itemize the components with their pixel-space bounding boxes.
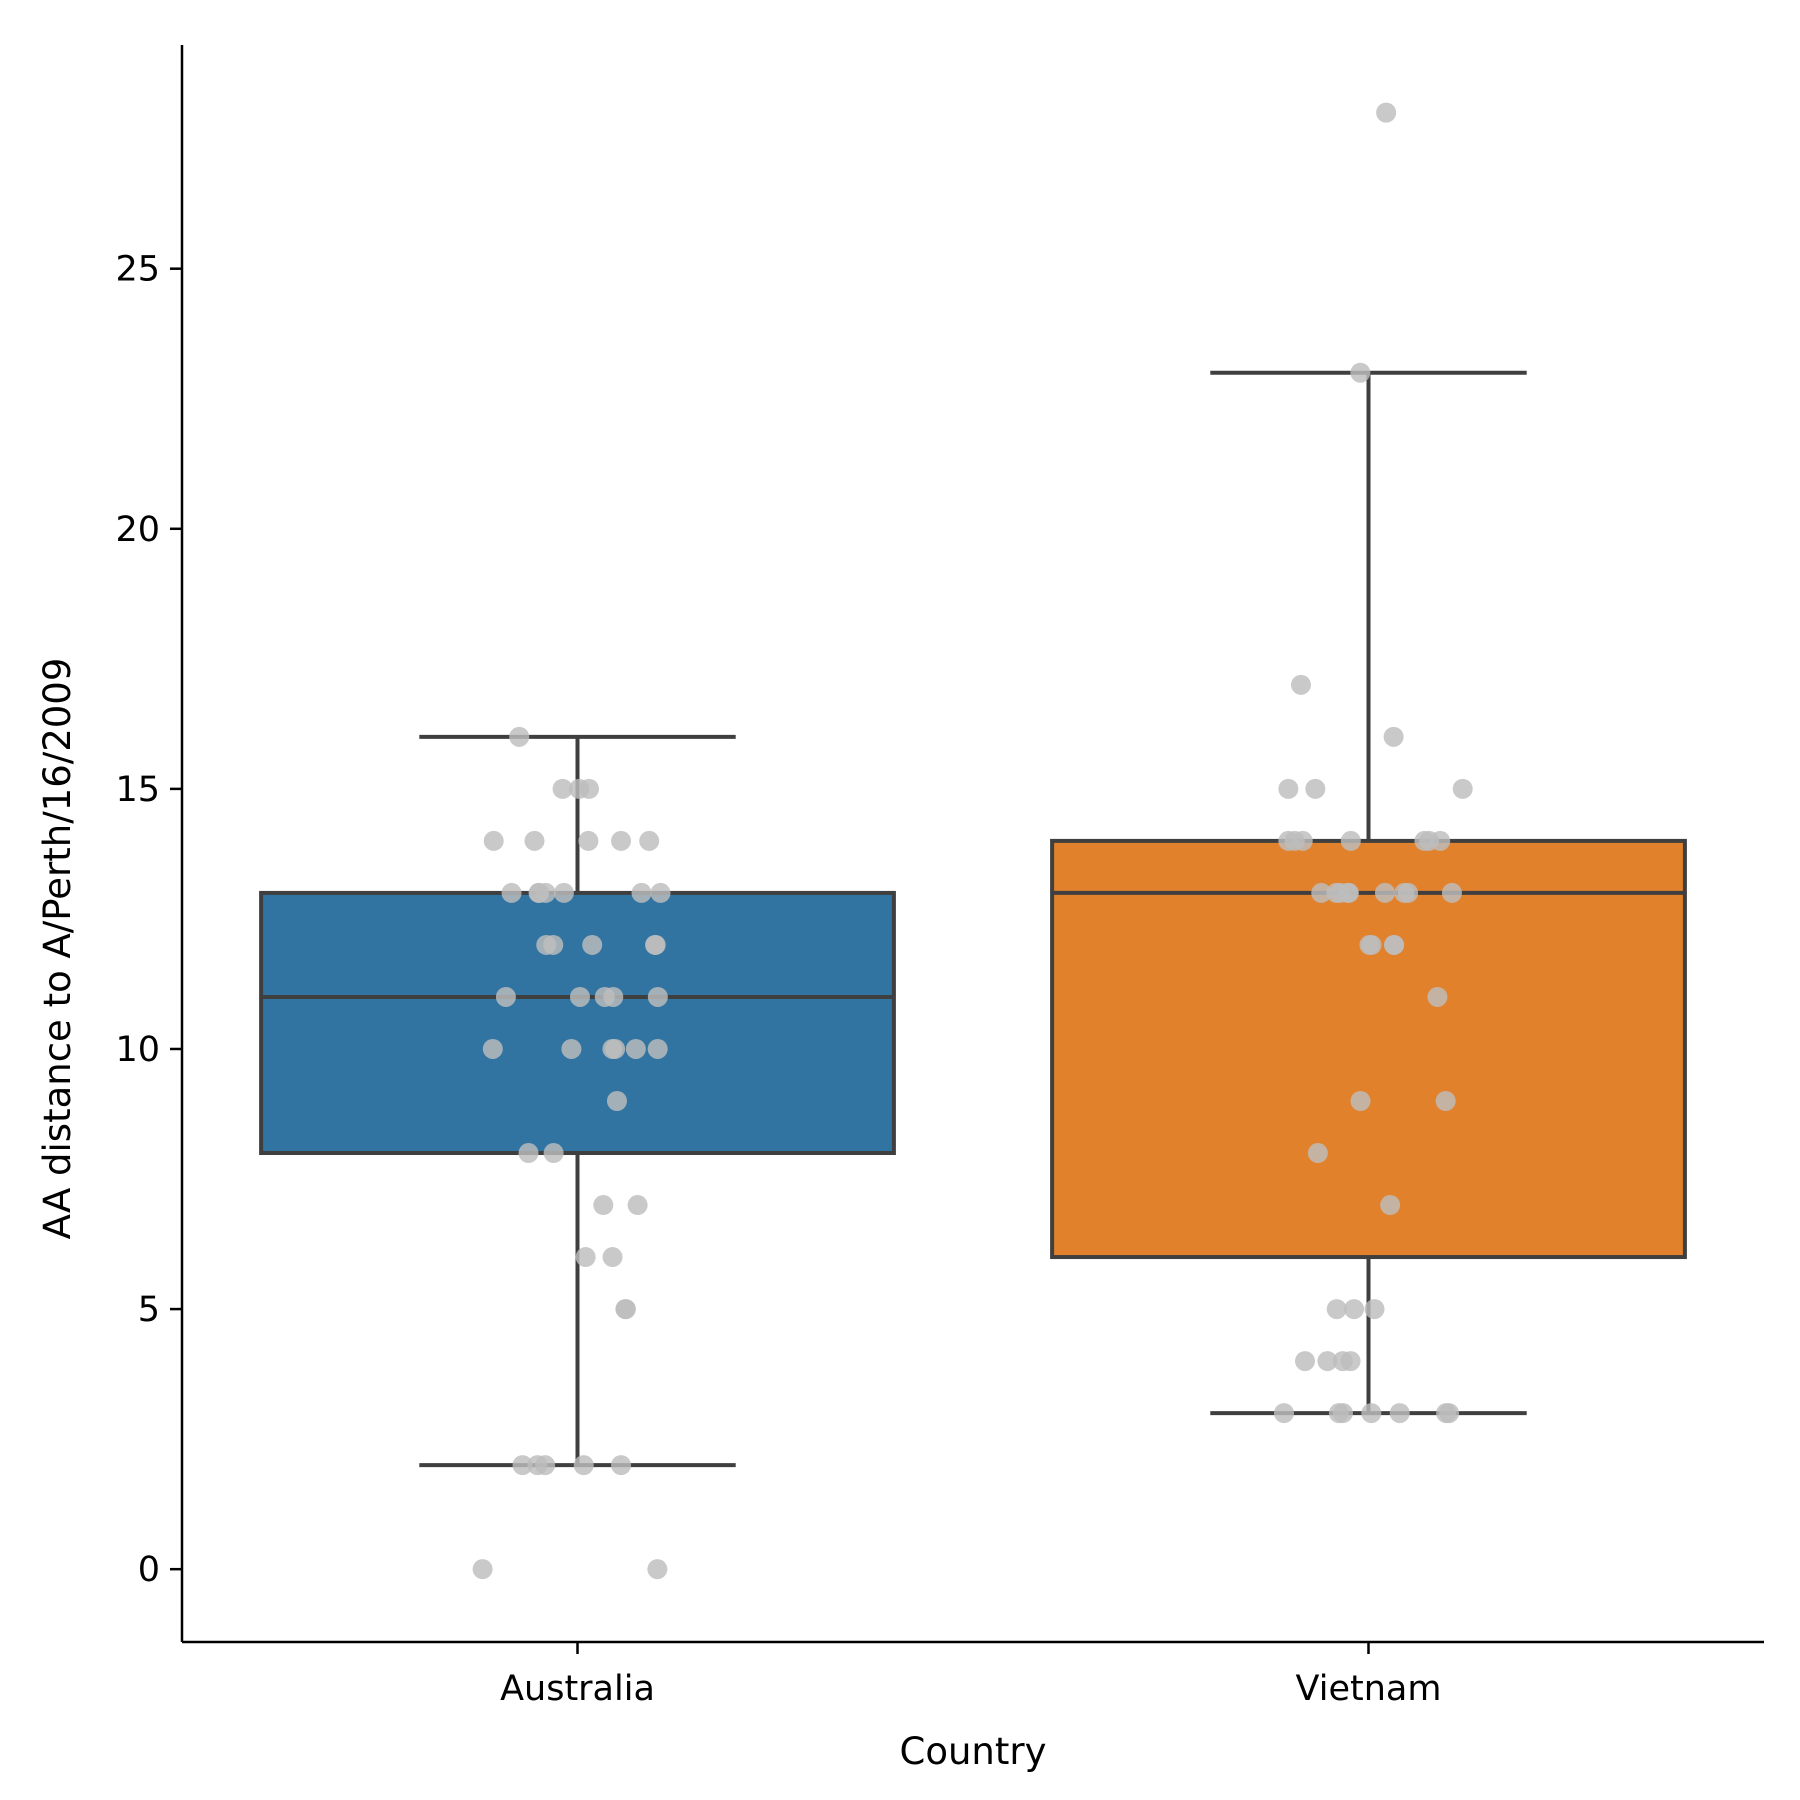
point-vietnam xyxy=(1317,1351,1338,1372)
point-vietnam xyxy=(1419,830,1440,851)
point-australia xyxy=(647,1038,668,1059)
point-vietnam xyxy=(1376,102,1397,123)
points-layer xyxy=(472,102,1473,1580)
point-vietnam xyxy=(1380,1195,1401,1216)
point-vietnam xyxy=(1278,778,1299,799)
point-australia xyxy=(593,1195,614,1216)
point-vietnam xyxy=(1278,830,1299,851)
point-australia xyxy=(524,830,545,851)
point-vietnam xyxy=(1340,830,1361,851)
point-vietnam xyxy=(1326,1299,1347,1320)
point-australia xyxy=(611,830,632,851)
point-australia xyxy=(518,1143,539,1164)
y-axis-title: AA distance to A/Perth/16/2009 xyxy=(36,658,79,1240)
point-australia xyxy=(528,882,549,903)
point-vietnam xyxy=(1452,778,1473,799)
point-vietnam xyxy=(1374,882,1395,903)
point-australia xyxy=(472,1559,493,1580)
point-vietnam xyxy=(1361,1403,1382,1424)
point-vietnam xyxy=(1364,1299,1385,1320)
point-australia xyxy=(631,882,652,903)
point-vietnam xyxy=(1398,882,1419,903)
point-australia xyxy=(535,1455,556,1476)
point-vietnam xyxy=(1295,1351,1316,1372)
point-australia xyxy=(482,1038,503,1059)
point-vietnam xyxy=(1435,1090,1456,1111)
point-australia xyxy=(543,1143,564,1164)
point-vietnam xyxy=(1384,934,1405,955)
point-australia xyxy=(575,1247,596,1268)
point-vietnam xyxy=(1441,882,1462,903)
x-tick-label: Australia xyxy=(500,1669,655,1709)
point-vietnam xyxy=(1359,934,1380,955)
point-australia xyxy=(602,1038,623,1059)
point-australia xyxy=(615,1299,636,1320)
point-australia xyxy=(606,1090,627,1111)
point-australia xyxy=(536,934,557,955)
point-vietnam xyxy=(1383,726,1404,747)
x-axis-title: Country xyxy=(900,1730,1047,1773)
point-vietnam xyxy=(1328,1403,1349,1424)
point-australia xyxy=(650,882,671,903)
boxes-layer xyxy=(259,370,1687,1468)
point-vietnam xyxy=(1350,1090,1371,1111)
point-australia xyxy=(509,726,530,747)
point-australia xyxy=(647,1559,668,1580)
point-vietnam xyxy=(1305,778,1326,799)
point-australia xyxy=(645,934,666,955)
box-australia xyxy=(259,890,896,1156)
y-tick-label: 0 xyxy=(138,1550,160,1590)
point-australia xyxy=(625,1038,646,1059)
point-australia xyxy=(647,986,668,1007)
point-vietnam xyxy=(1311,882,1332,903)
point-vietnam xyxy=(1389,1403,1410,1424)
box-vietnam xyxy=(1050,838,1687,1260)
point-vietnam xyxy=(1427,986,1448,1007)
point-australia xyxy=(582,934,603,955)
point-australia xyxy=(578,830,599,851)
x-tick-label: Vietnam xyxy=(1296,1669,1442,1709)
point-australia xyxy=(611,1455,632,1476)
point-vietnam xyxy=(1350,362,1371,383)
point-vietnam xyxy=(1337,882,1358,903)
point-australia xyxy=(639,830,660,851)
point-vietnam xyxy=(1439,1403,1460,1424)
point-australia xyxy=(569,778,590,799)
point-australia xyxy=(594,986,615,1007)
y-tick-label: 15 xyxy=(115,770,160,810)
point-australia xyxy=(627,1195,648,1216)
y-tick-label: 10 xyxy=(115,1030,160,1070)
point-australia xyxy=(569,986,590,1007)
point-australia xyxy=(483,830,504,851)
point-vietnam xyxy=(1307,1143,1328,1164)
axes-layer: 0 5 10 15 20 25 Australia Vietnam xyxy=(115,45,1764,1709)
point-australia xyxy=(495,986,516,1007)
point-vietnam xyxy=(1292,830,1313,851)
point-australia xyxy=(512,1455,533,1476)
point-australia xyxy=(561,1038,582,1059)
point-australia xyxy=(552,778,573,799)
point-vietnam xyxy=(1332,1351,1353,1372)
point-australia xyxy=(573,1455,594,1476)
point-vietnam xyxy=(1273,1403,1294,1424)
y-tick-label: 25 xyxy=(115,250,160,290)
y-tick-label: 5 xyxy=(138,1290,160,1330)
point-vietnam xyxy=(1344,1299,1365,1320)
point-australia xyxy=(553,882,574,903)
point-vietnam xyxy=(1290,674,1311,695)
y-tick-label: 20 xyxy=(115,510,160,550)
point-australia xyxy=(501,882,522,903)
point-australia xyxy=(602,1247,623,1268)
